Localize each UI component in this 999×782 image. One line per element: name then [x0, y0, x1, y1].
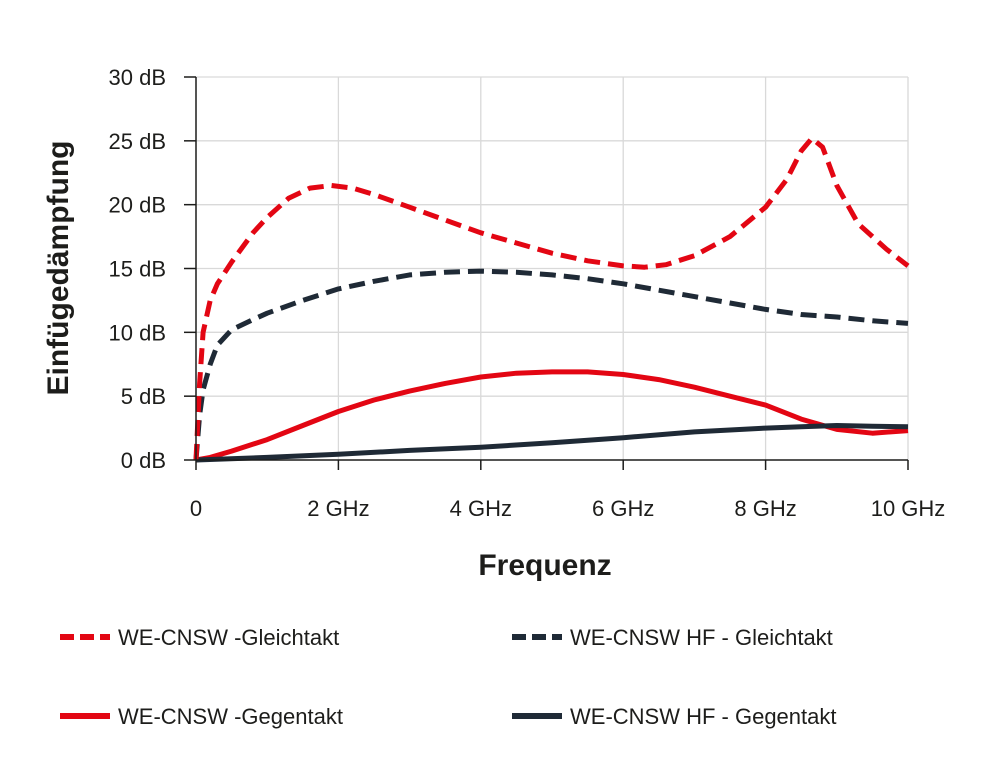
axes — [184, 76, 909, 470]
y-tick-label: 10 dB — [109, 320, 167, 345]
x-tick-label: 2 GHz — [307, 496, 369, 521]
y-tick-label: 30 dB — [109, 65, 167, 90]
tick-labels: 0 dB 5 dB 10 dB 15 dB 20 dB 25 dB 30 dB 0 2 GHz 4… — [109, 65, 946, 521]
series-line-3 — [195, 369, 909, 463]
legend-label-2: WE-CNSW HF - Gleichtakt — [570, 625, 833, 650]
grid-lines — [196, 76, 909, 460]
y-tick-label: 20 dB — [109, 193, 167, 218]
y-tick-label: 25 dB — [109, 129, 167, 154]
legend-label-1: WE-CNSW -Gleichtakt — [118, 625, 339, 650]
series-line-1 — [193, 135, 910, 461]
x-tick-label: 0 — [190, 496, 202, 521]
x-tick-label: 10 GHz — [871, 496, 946, 521]
x-tick-label: 8 GHz — [734, 496, 796, 521]
x-axis-title: Frequenz — [478, 549, 611, 582]
x-tick-label: 6 GHz — [592, 496, 654, 521]
y-axis-title: Einfügedämpfung — [42, 141, 75, 396]
y-tick-label: 5 dB — [121, 384, 166, 409]
x-tick-label: 4 GHz — [450, 496, 512, 521]
legend-label-3: WE-CNSW -Gegentakt — [118, 704, 343, 729]
legend-label-4: WE-CNSW HF - Gegentakt — [570, 704, 836, 729]
y-tick-label: 0 dB — [121, 448, 166, 473]
series-line-2 — [193, 268, 909, 461]
legend: WE-CNSW -Gleichtakt WE-CNSW HF - Gleichta… — [60, 625, 836, 729]
series-line-4 — [195, 423, 909, 463]
series-group — [193, 135, 910, 463]
y-tick-label: 15 dB — [109, 257, 167, 282]
